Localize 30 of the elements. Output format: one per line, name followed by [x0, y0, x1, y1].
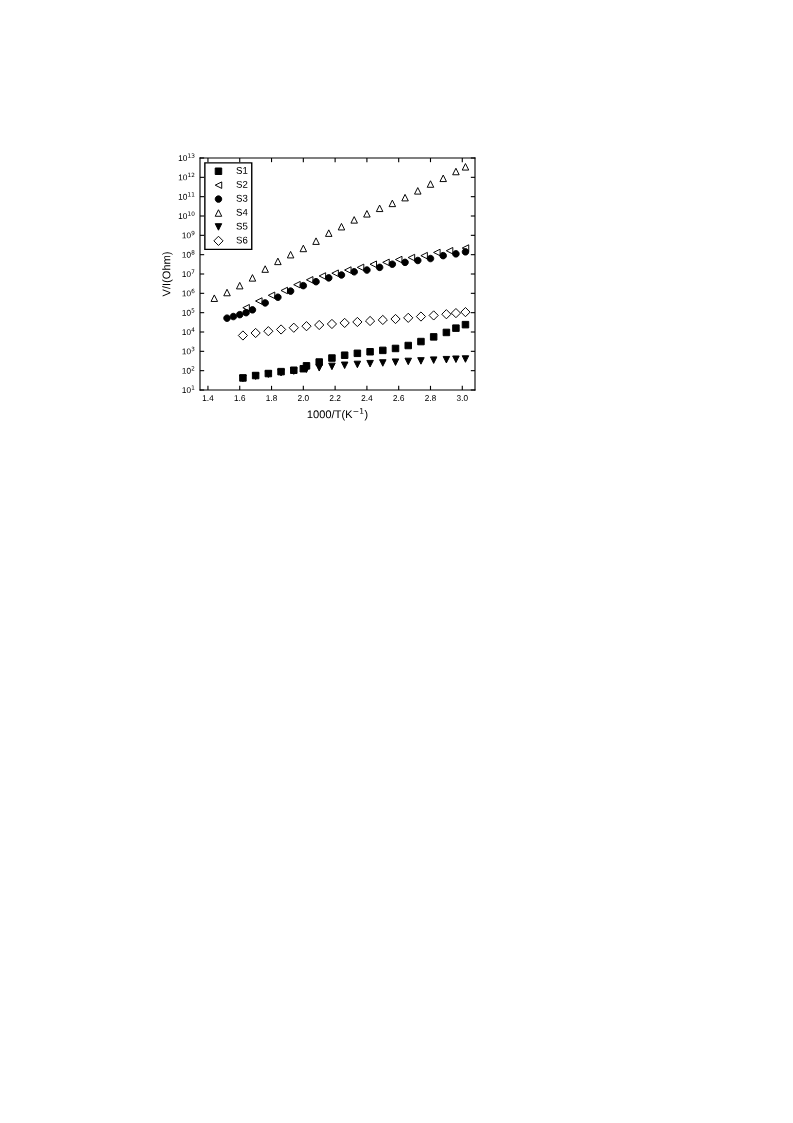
x-tick-label: 2.0 — [297, 395, 309, 401]
x-tick-label: 2.8 — [425, 395, 436, 401]
y-tick-label: 10$^{1}$ — [182, 385, 195, 394]
legend-label: S4 — [236, 208, 248, 216]
y-tick-label: 10$^{3}$ — [182, 346, 195, 355]
y-tick-label: 10$^{9}$ — [182, 230, 195, 239]
y-axis-title: V/I(Ohm) — [162, 252, 173, 297]
y-tick-label: 10$^{8}$ — [182, 250, 195, 258]
x-tick-label: 3.0 — [456, 395, 468, 401]
legend-label: S2 — [236, 180, 248, 188]
y-tick-label: 10$^{12}$ — [178, 172, 195, 181]
x-tick-label: 2.4 — [361, 395, 373, 401]
legend-label: S1 — [236, 167, 248, 174]
y-tick-label: 10$^{6}$ — [182, 288, 195, 297]
y-tick-label: 10$^{5}$ — [182, 308, 195, 316]
x-axis-title: 1000/T(K$^{−1}$) — [307, 408, 368, 421]
y-tick-label: 10$^{7}$ — [182, 269, 195, 278]
legend-label: S6 — [236, 236, 248, 244]
legend-label: S3 — [236, 194, 248, 202]
x-tick-label: 1.8 — [266, 395, 277, 401]
x-tick-label: 2.6 — [393, 395, 405, 401]
x-tick-label: 2.2 — [329, 395, 341, 401]
y-tick-label: 10$^{10}$ — [178, 211, 195, 220]
x-tick-label: 1.4 — [202, 395, 214, 401]
legend-label: S5 — [236, 222, 248, 230]
y-tick-label: 10$^{11}$ — [178, 192, 195, 200]
y-tick-label: 10$^{4}$ — [182, 327, 195, 336]
y-tick-label: 10$^{2}$ — [182, 366, 195, 374]
y-tick-label: 10$^{13}$ — [178, 153, 195, 162]
x-tick-label: 1.6 — [234, 395, 246, 401]
